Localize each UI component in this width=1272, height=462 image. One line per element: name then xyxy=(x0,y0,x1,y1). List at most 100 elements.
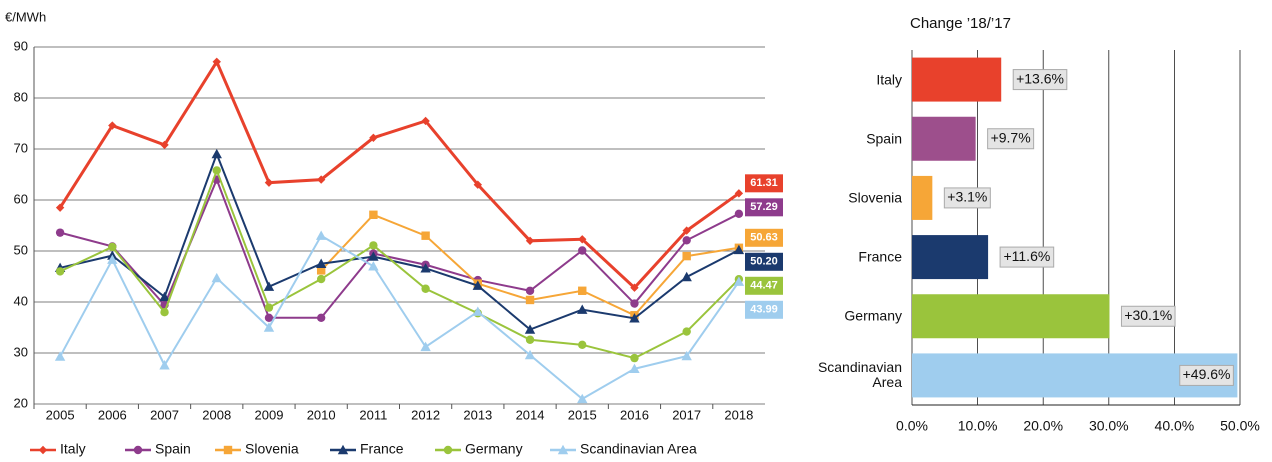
y-tick-label: 80 xyxy=(14,89,28,104)
category-label: Slovenia xyxy=(848,189,902,206)
marker xyxy=(577,393,588,404)
value-label-box xyxy=(999,246,1055,268)
marker xyxy=(337,444,349,455)
marker xyxy=(315,258,327,268)
x-tick-label: 10.0% xyxy=(958,418,998,434)
marker xyxy=(524,324,536,334)
x-tick-label: 2010 xyxy=(307,407,336,422)
value-label-box xyxy=(745,198,783,217)
marker xyxy=(369,210,378,219)
x-tick-label: 2017 xyxy=(672,407,701,422)
marker xyxy=(316,274,326,284)
y-tick-label: 40 xyxy=(14,293,28,308)
marker xyxy=(734,209,744,219)
series-line xyxy=(59,176,740,319)
marker xyxy=(368,261,379,271)
marker xyxy=(369,241,378,250)
series-line xyxy=(59,167,740,360)
marker xyxy=(368,251,379,261)
value-label: 43.99 xyxy=(750,304,778,316)
y-axis-label: €/MWh xyxy=(5,9,46,24)
category-label: Scandinavian Area xyxy=(817,359,902,391)
value-label-box xyxy=(745,300,783,319)
y-tick-label: 70 xyxy=(14,140,28,155)
marker xyxy=(420,341,431,352)
marker xyxy=(316,175,326,184)
marker xyxy=(160,140,169,150)
marker xyxy=(557,444,569,455)
marker xyxy=(55,228,65,237)
value-label-box xyxy=(1012,69,1068,91)
x-tick-label: 2013 xyxy=(463,407,492,422)
marker xyxy=(263,281,275,291)
marker xyxy=(211,148,222,159)
legend-label: Germany xyxy=(465,441,523,457)
x-tick-label: 2007 xyxy=(150,407,179,422)
marker xyxy=(212,166,221,175)
legend-label: Spain xyxy=(155,441,191,457)
x-tick-label: 40.0% xyxy=(1155,418,1195,434)
value-label: 61.31 xyxy=(750,177,778,189)
bar xyxy=(912,294,1110,339)
bar xyxy=(912,235,989,280)
legend-label: Slovenia xyxy=(245,441,299,457)
marker xyxy=(681,271,692,282)
marker xyxy=(682,226,691,235)
value-label: +49.6% xyxy=(1183,366,1231,382)
marker xyxy=(369,133,378,142)
marker xyxy=(108,121,117,130)
marker xyxy=(681,350,692,361)
marker xyxy=(578,246,587,255)
marker xyxy=(264,313,274,323)
marker xyxy=(578,235,587,244)
marker xyxy=(630,283,639,292)
x-tick-label: 2008 xyxy=(202,407,231,422)
marker xyxy=(263,322,275,332)
marker xyxy=(133,445,143,455)
chart-title: Change ’18/’17 xyxy=(910,15,1011,32)
value-label: +13.6% xyxy=(1016,70,1064,86)
marker xyxy=(54,351,66,361)
value-label: 57.29 xyxy=(750,201,778,213)
bar xyxy=(912,175,933,220)
x-tick-label: 2016 xyxy=(620,407,649,422)
value-label-box xyxy=(1179,364,1234,386)
value-label-box xyxy=(943,187,991,209)
marker xyxy=(420,263,431,273)
marker xyxy=(159,360,170,370)
marker xyxy=(472,280,484,290)
x-tick-label: 2014 xyxy=(516,407,545,422)
value-label: 44.47 xyxy=(750,280,778,292)
marker xyxy=(223,445,233,455)
category-label: Germany xyxy=(844,307,902,324)
x-tick-label: 2018 xyxy=(724,407,753,422)
marker xyxy=(108,242,117,252)
category-label: Spain xyxy=(866,130,902,147)
category-label: France xyxy=(858,248,902,265)
marker xyxy=(578,340,587,350)
marker xyxy=(316,313,326,323)
marker xyxy=(315,230,327,240)
y-tick-label: 50 xyxy=(14,242,28,257)
marker xyxy=(525,295,535,305)
bar xyxy=(912,57,1002,102)
series-line xyxy=(59,151,740,331)
value-label-box xyxy=(1120,305,1176,327)
marker xyxy=(682,236,691,245)
category-label: Italy xyxy=(876,71,902,88)
y-tick-label: 60 xyxy=(14,191,28,206)
value-label-box xyxy=(987,128,1035,150)
marker xyxy=(211,272,222,283)
legend-label: France xyxy=(360,441,404,457)
marker xyxy=(421,116,430,126)
marker xyxy=(682,251,691,261)
marker xyxy=(160,308,169,317)
x-tick-label: 30.0% xyxy=(1089,418,1129,434)
marker xyxy=(733,244,745,255)
legend-label: Italy xyxy=(60,441,86,457)
legend-label: Scandinavian Area xyxy=(580,441,697,457)
marker xyxy=(630,353,639,363)
marker xyxy=(525,335,535,344)
